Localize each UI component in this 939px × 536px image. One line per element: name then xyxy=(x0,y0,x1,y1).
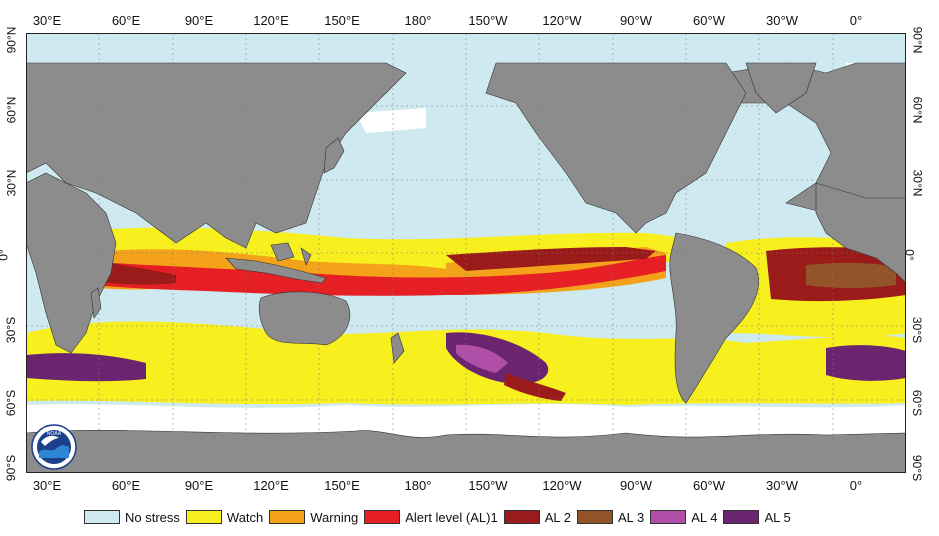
noaa-logo-text: NOAA xyxy=(47,431,62,437)
indonesia xyxy=(225,257,327,284)
longitude-label-top: 150°E xyxy=(324,13,360,28)
al2-band-pacific xyxy=(446,247,656,271)
south-america xyxy=(669,232,759,404)
legend-item: AL 3 xyxy=(576,509,645,525)
latitude-label-right: 60°N xyxy=(910,96,925,124)
land-masses xyxy=(26,33,906,473)
legend-item: AL 4 xyxy=(650,510,717,525)
longitude-label-bottom: 120°E xyxy=(253,478,289,493)
longitude-label-bottom: 120°W xyxy=(542,478,582,493)
madagascar xyxy=(90,287,102,319)
longitude-label-bottom: 30°E xyxy=(32,478,62,493)
legend-label: AL 4 xyxy=(691,509,718,525)
legend-label: Watch xyxy=(226,509,264,525)
longitude-label-top: 120°E xyxy=(253,13,289,28)
al5-zone-south-atlantic xyxy=(826,345,906,381)
longitude-label-bottom: 30°W xyxy=(766,478,798,493)
legend-item: Watch xyxy=(185,509,264,525)
legend-swatch xyxy=(185,510,222,524)
legend-swatch xyxy=(576,510,613,524)
legend-item: No stress xyxy=(84,510,180,525)
latitude-label-left: 30°N xyxy=(4,169,19,197)
legend-label: AL 3 xyxy=(617,509,645,525)
latitude-label-left: 90°N xyxy=(4,26,19,54)
longitude-label-top: 90°W xyxy=(620,13,652,28)
longitude-label-top: 0° xyxy=(849,13,863,28)
latitude-label-right: 0° xyxy=(902,249,917,261)
legend-swatch xyxy=(269,510,306,524)
latitude-label-right: 30°N xyxy=(910,169,925,197)
longitude-label-top: 90°E xyxy=(184,13,214,28)
longitude-label-top: 60°E xyxy=(111,13,141,28)
al4-zone-south-pacific xyxy=(456,344,508,373)
latitude-label-left: 60°S xyxy=(4,389,19,417)
al3-band-atlantic xyxy=(806,262,896,288)
longitude-label-top: 60°W xyxy=(693,13,725,28)
longitude-label-bottom: 150°W xyxy=(468,478,508,493)
longitude-label-bottom: 90°W xyxy=(620,478,652,493)
japan xyxy=(323,137,345,174)
al5-zone-indian-south xyxy=(26,353,146,382)
latitude-label-right: 30°S xyxy=(910,316,925,344)
map-border xyxy=(26,33,906,473)
latitude-label-left: 30°S xyxy=(4,316,19,344)
latitude-label-right: 60°S xyxy=(910,389,925,417)
longitude-label-top: 30°E xyxy=(32,13,62,28)
latitude-label-left: 60°N xyxy=(4,96,19,124)
legend-label: Warning xyxy=(310,509,359,525)
noaa-logo-icon: NOAA xyxy=(31,424,77,470)
legend-label: Alert level (AL)1 xyxy=(405,509,498,525)
legend: No stress Watch Warning Alert level (AL)1 AL… xyxy=(84,508,797,526)
legend-item: AL 2 xyxy=(503,509,571,525)
latitude-label-right: 90°S xyxy=(910,454,925,482)
legend-swatch xyxy=(723,510,760,524)
legend-swatch xyxy=(503,510,540,524)
legend-swatch xyxy=(364,510,401,524)
longitude-label-top: 180° xyxy=(404,13,432,28)
longitude-label-top: 30°W xyxy=(766,13,798,28)
longitude-label-bottom: 180° xyxy=(404,478,432,493)
alert-band-equator xyxy=(76,255,666,296)
longitude-label-top: 150°W xyxy=(468,13,508,28)
legend-swatch xyxy=(84,510,120,524)
latitude-label-right: 90°N xyxy=(910,26,925,54)
legend-swatch xyxy=(650,510,687,524)
legend-item: Alert level (AL)1 xyxy=(364,509,498,525)
antarctica xyxy=(26,429,906,473)
greenland xyxy=(745,62,817,114)
heat-stress-map xyxy=(26,33,906,473)
legend-item: AL 5 xyxy=(723,509,791,525)
latitude-label-left: 0° xyxy=(0,249,11,261)
borneo-sulawesi xyxy=(270,242,312,266)
legend-label: AL 2 xyxy=(544,509,571,525)
australia xyxy=(258,291,351,346)
longitude-label-top: 120°W xyxy=(542,13,582,28)
north-america xyxy=(485,62,747,234)
graticule xyxy=(26,33,906,473)
legend-item: Warning xyxy=(269,510,358,525)
longitude-label-bottom: 90°E xyxy=(184,478,214,493)
longitude-label-bottom: 60°E xyxy=(111,478,141,493)
africa-west xyxy=(815,182,906,284)
longitude-label-bottom: 0° xyxy=(849,478,863,493)
legend-label: AL 5 xyxy=(764,509,791,525)
longitude-label-bottom: 60°W xyxy=(693,478,725,493)
al2-zone-south-pacific xyxy=(504,373,566,401)
latitude-label-left: 90°S xyxy=(4,454,19,482)
legend-label: No stress xyxy=(125,509,180,525)
longitude-label-bottom: 150°E xyxy=(324,478,360,493)
